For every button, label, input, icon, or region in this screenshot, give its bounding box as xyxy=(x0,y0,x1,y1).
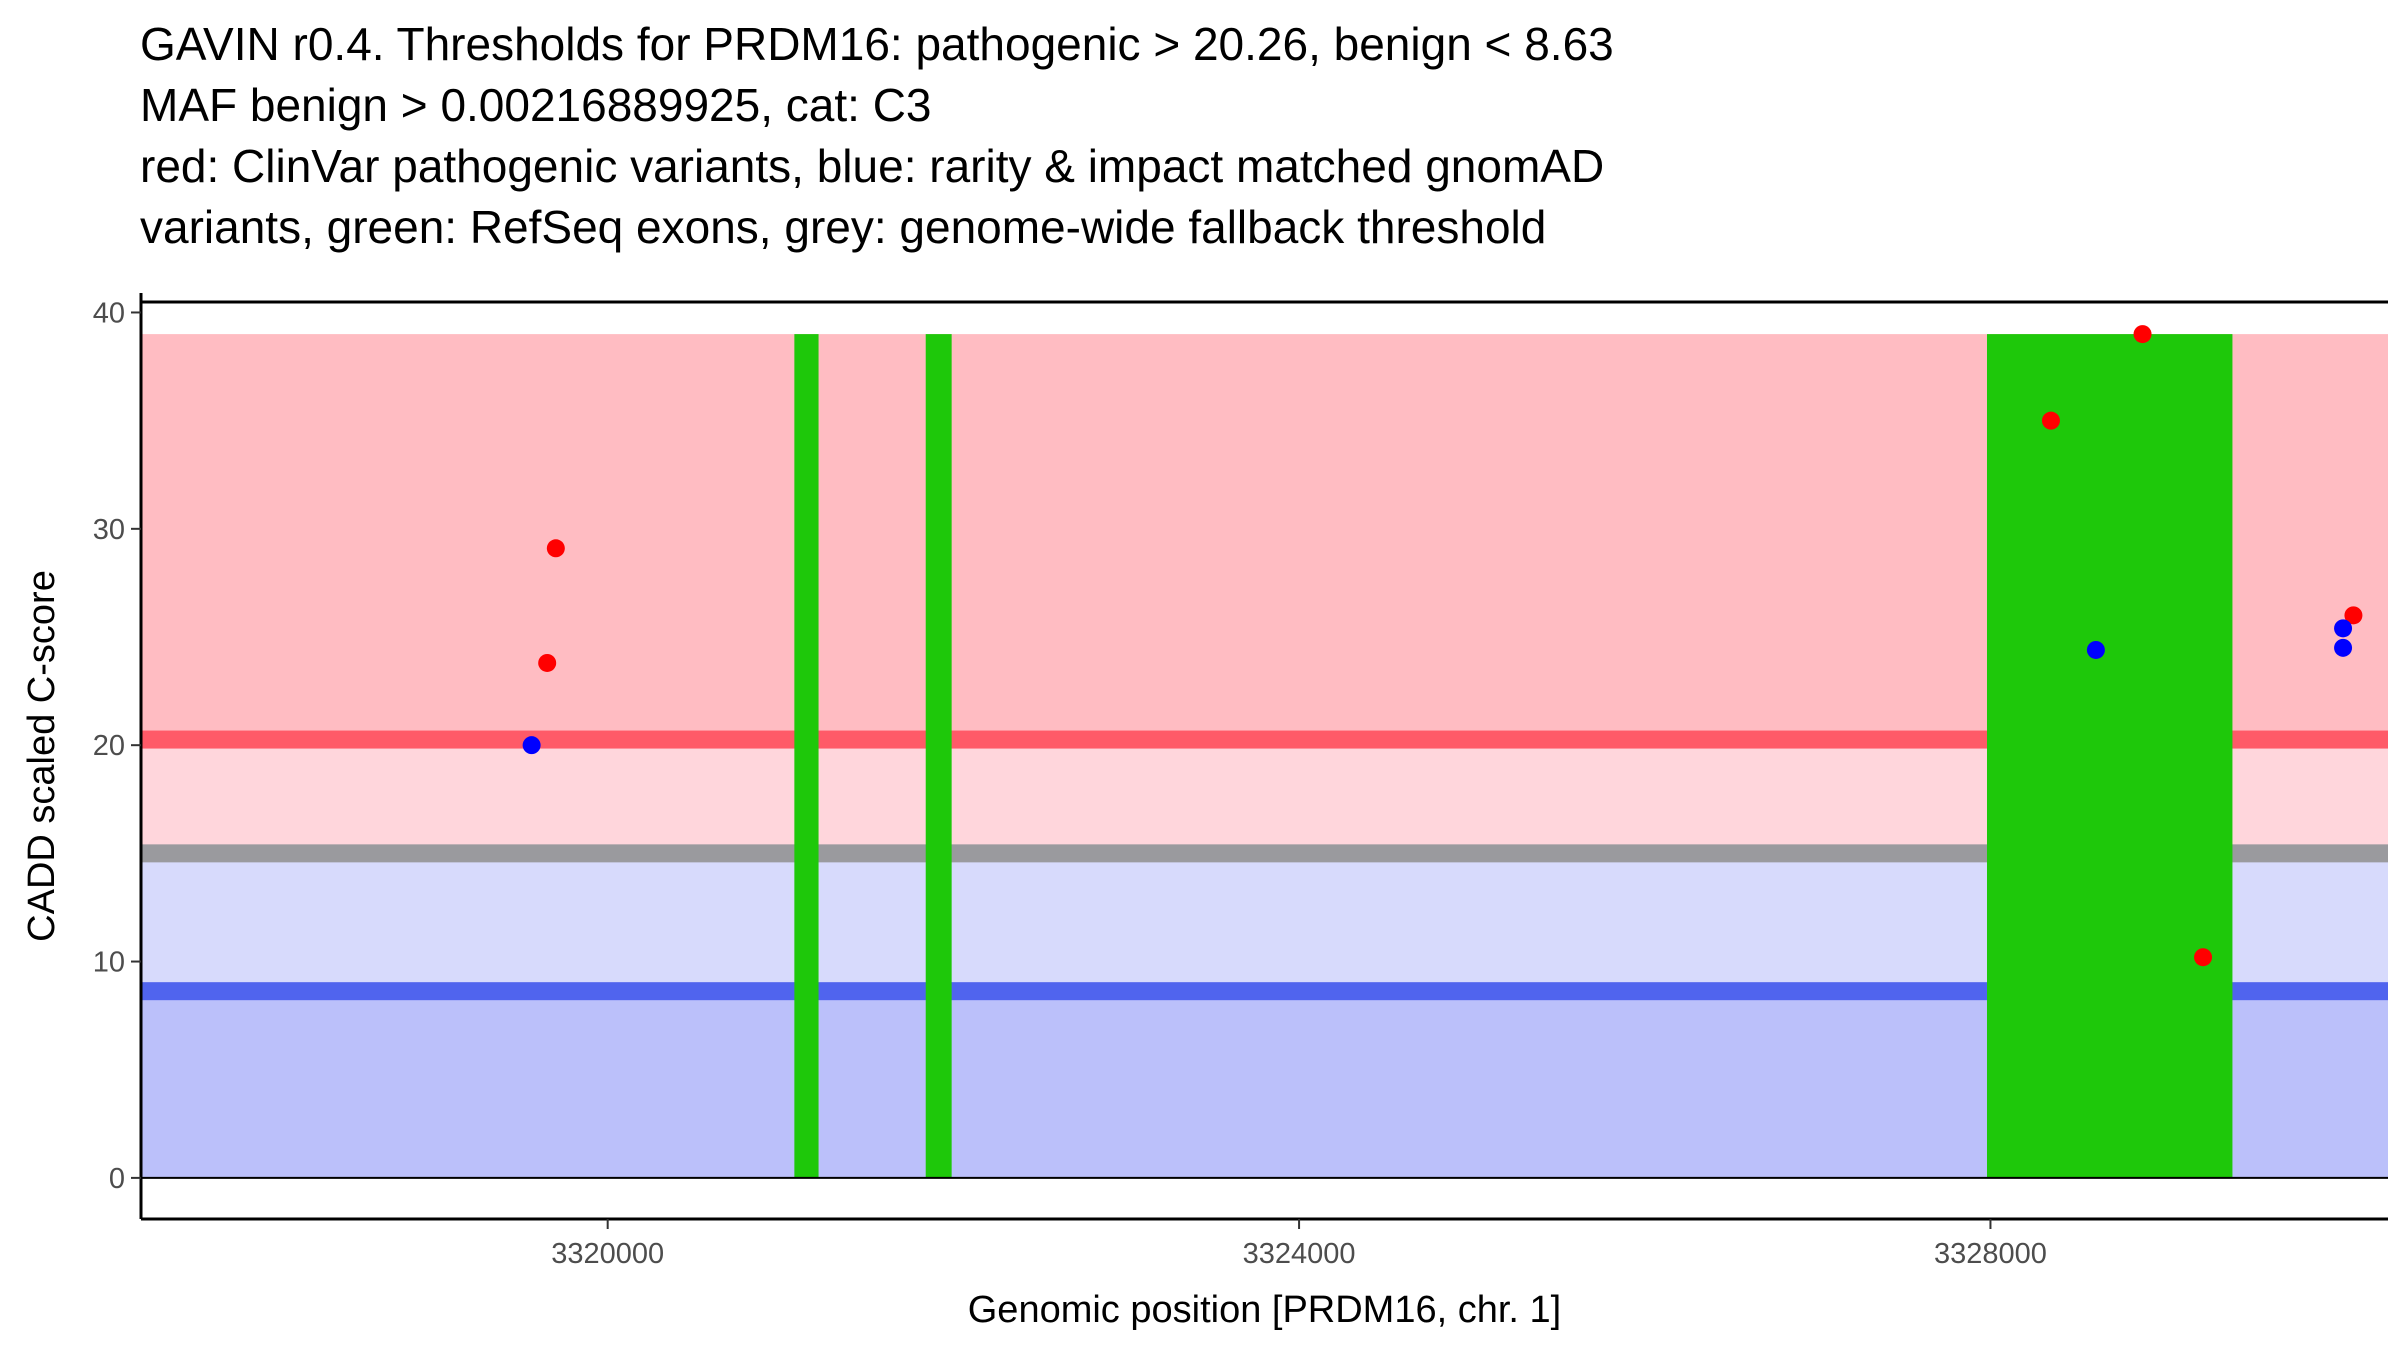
clinvar-point xyxy=(546,539,565,558)
gnomad-point xyxy=(2086,640,2105,659)
clinvar-point xyxy=(2344,606,2363,625)
y-tick-label: 10 xyxy=(93,947,125,979)
y-axis-title: CADD scaled C-score xyxy=(21,570,63,942)
y-tick-label: 20 xyxy=(93,730,125,762)
clinvar-point xyxy=(2041,411,2060,430)
benign-threshold-line xyxy=(141,982,2388,1001)
x-axis-title: Genomic position [PRDM16, chr. 1] xyxy=(968,1289,1561,1331)
title-line: MAF benign > 0.00216889925, cat: C3 xyxy=(140,79,932,131)
fallback-threshold-line xyxy=(141,844,2388,863)
x-tick-label: 3320000 xyxy=(551,1238,664,1270)
clinvar-point xyxy=(2133,325,2152,344)
gnomad-point xyxy=(2334,619,2353,638)
y-tick-label: 40 xyxy=(93,297,125,329)
exon-bar xyxy=(794,334,819,1178)
y-tick-label: 30 xyxy=(93,514,125,546)
clinvar-point xyxy=(2194,948,2213,967)
x-tick-label: 3328000 xyxy=(1934,1238,2047,1270)
clinvar-point xyxy=(538,653,557,672)
x-tick-label: 3324000 xyxy=(1243,1238,1356,1270)
exon-bar xyxy=(925,334,952,1178)
exon-bar xyxy=(1986,334,2233,1178)
y-tick-label: 0 xyxy=(109,1163,125,1195)
title-line: variants, green: RefSeq exons, grey: gen… xyxy=(140,201,1547,253)
gnomad-point xyxy=(2334,638,2353,657)
pathogenic-threshold-line xyxy=(141,730,2388,749)
chart-title: GAVIN r0.4. Thresholds for PRDM16: patho… xyxy=(140,14,2380,258)
title-line: red: ClinVar pathogenic variants, blue: … xyxy=(140,140,1605,192)
gnomad-point xyxy=(522,736,541,755)
title-line: GAVIN r0.4. Thresholds for PRDM16: patho… xyxy=(140,18,1614,70)
